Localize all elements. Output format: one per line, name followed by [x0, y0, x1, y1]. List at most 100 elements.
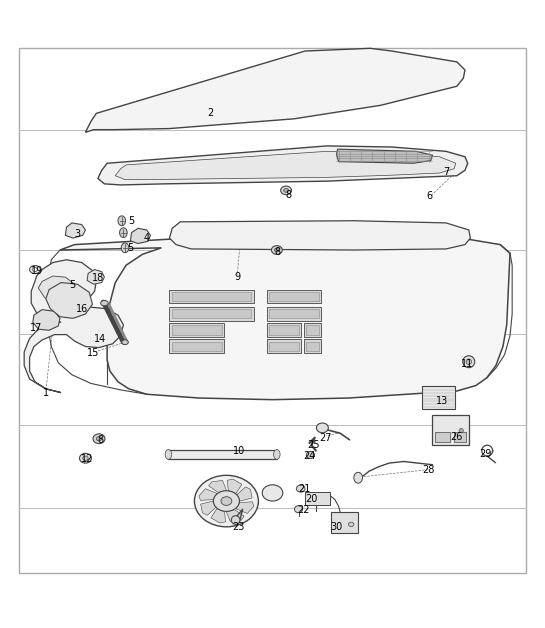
Polygon shape — [115, 151, 456, 180]
FancyBboxPatch shape — [172, 292, 251, 301]
Ellipse shape — [101, 300, 108, 306]
FancyBboxPatch shape — [432, 415, 469, 445]
Ellipse shape — [274, 450, 280, 459]
Ellipse shape — [33, 268, 38, 271]
Text: 4: 4 — [144, 233, 150, 243]
Ellipse shape — [96, 436, 102, 441]
Ellipse shape — [83, 456, 88, 460]
FancyBboxPatch shape — [269, 342, 299, 351]
Polygon shape — [60, 239, 510, 399]
FancyBboxPatch shape — [172, 309, 251, 318]
FancyBboxPatch shape — [306, 325, 319, 335]
Polygon shape — [227, 479, 242, 494]
Polygon shape — [211, 509, 226, 523]
Ellipse shape — [93, 434, 105, 443]
FancyBboxPatch shape — [453, 432, 465, 442]
Text: 10: 10 — [233, 446, 245, 456]
Ellipse shape — [118, 216, 125, 225]
Polygon shape — [46, 283, 93, 318]
Ellipse shape — [294, 506, 302, 512]
Ellipse shape — [348, 522, 354, 526]
Text: 8: 8 — [275, 247, 281, 257]
Text: 3: 3 — [74, 229, 80, 239]
Ellipse shape — [29, 266, 40, 274]
Ellipse shape — [119, 228, 127, 237]
Text: 5: 5 — [128, 243, 134, 253]
Polygon shape — [87, 269, 105, 284]
FancyBboxPatch shape — [306, 342, 319, 351]
Polygon shape — [65, 223, 86, 238]
Polygon shape — [226, 510, 244, 522]
Text: 14: 14 — [94, 335, 106, 345]
Ellipse shape — [122, 340, 128, 345]
Polygon shape — [236, 502, 254, 514]
FancyBboxPatch shape — [267, 307, 322, 320]
FancyBboxPatch shape — [305, 492, 330, 505]
Ellipse shape — [296, 485, 305, 492]
Ellipse shape — [262, 485, 283, 501]
Ellipse shape — [195, 475, 258, 527]
Text: 20: 20 — [305, 494, 318, 504]
Ellipse shape — [281, 186, 292, 195]
FancyBboxPatch shape — [267, 340, 301, 353]
Polygon shape — [24, 260, 123, 392]
Text: 16: 16 — [76, 303, 88, 313]
Polygon shape — [209, 480, 226, 492]
FancyBboxPatch shape — [435, 432, 450, 442]
Text: 7: 7 — [443, 167, 449, 177]
Text: 6: 6 — [427, 192, 433, 202]
Text: 12: 12 — [81, 454, 93, 464]
FancyBboxPatch shape — [422, 386, 455, 409]
Text: 5: 5 — [129, 216, 135, 225]
Ellipse shape — [317, 423, 328, 433]
FancyBboxPatch shape — [269, 309, 319, 318]
Polygon shape — [199, 489, 217, 501]
Polygon shape — [237, 487, 252, 501]
FancyBboxPatch shape — [269, 325, 299, 335]
FancyBboxPatch shape — [169, 323, 223, 337]
Text: 29: 29 — [480, 449, 492, 459]
FancyBboxPatch shape — [267, 323, 301, 337]
Text: 22: 22 — [298, 506, 310, 516]
Ellipse shape — [214, 490, 239, 511]
Polygon shape — [169, 220, 470, 250]
FancyBboxPatch shape — [269, 292, 319, 301]
Text: 8: 8 — [286, 190, 292, 200]
Polygon shape — [38, 276, 76, 304]
Text: 9: 9 — [234, 272, 240, 282]
Polygon shape — [201, 501, 216, 515]
FancyBboxPatch shape — [304, 323, 322, 337]
Text: 13: 13 — [435, 396, 448, 406]
FancyBboxPatch shape — [304, 340, 322, 353]
Text: 28: 28 — [422, 465, 435, 475]
Ellipse shape — [231, 516, 240, 524]
Text: 15: 15 — [87, 348, 100, 358]
FancyBboxPatch shape — [168, 450, 277, 459]
Polygon shape — [86, 48, 465, 133]
FancyBboxPatch shape — [331, 512, 358, 533]
Text: 8: 8 — [97, 435, 103, 445]
FancyBboxPatch shape — [169, 290, 253, 303]
FancyBboxPatch shape — [267, 290, 322, 303]
Ellipse shape — [459, 428, 463, 433]
Text: 30: 30 — [330, 521, 343, 531]
Text: 21: 21 — [298, 484, 310, 494]
Ellipse shape — [306, 452, 314, 458]
Text: 19: 19 — [31, 266, 43, 276]
FancyBboxPatch shape — [172, 325, 221, 335]
Ellipse shape — [221, 497, 232, 506]
Text: 24: 24 — [303, 451, 316, 461]
Ellipse shape — [80, 453, 92, 463]
Text: 25: 25 — [307, 440, 319, 450]
Text: 26: 26 — [451, 431, 463, 441]
Text: 11: 11 — [461, 359, 473, 369]
Ellipse shape — [354, 472, 362, 483]
FancyBboxPatch shape — [169, 307, 253, 320]
Text: 17: 17 — [31, 323, 43, 333]
Ellipse shape — [283, 188, 288, 192]
Text: 5: 5 — [69, 280, 75, 290]
Text: 2: 2 — [207, 109, 213, 118]
Ellipse shape — [271, 246, 282, 254]
Text: 23: 23 — [233, 521, 245, 531]
Polygon shape — [33, 310, 60, 330]
